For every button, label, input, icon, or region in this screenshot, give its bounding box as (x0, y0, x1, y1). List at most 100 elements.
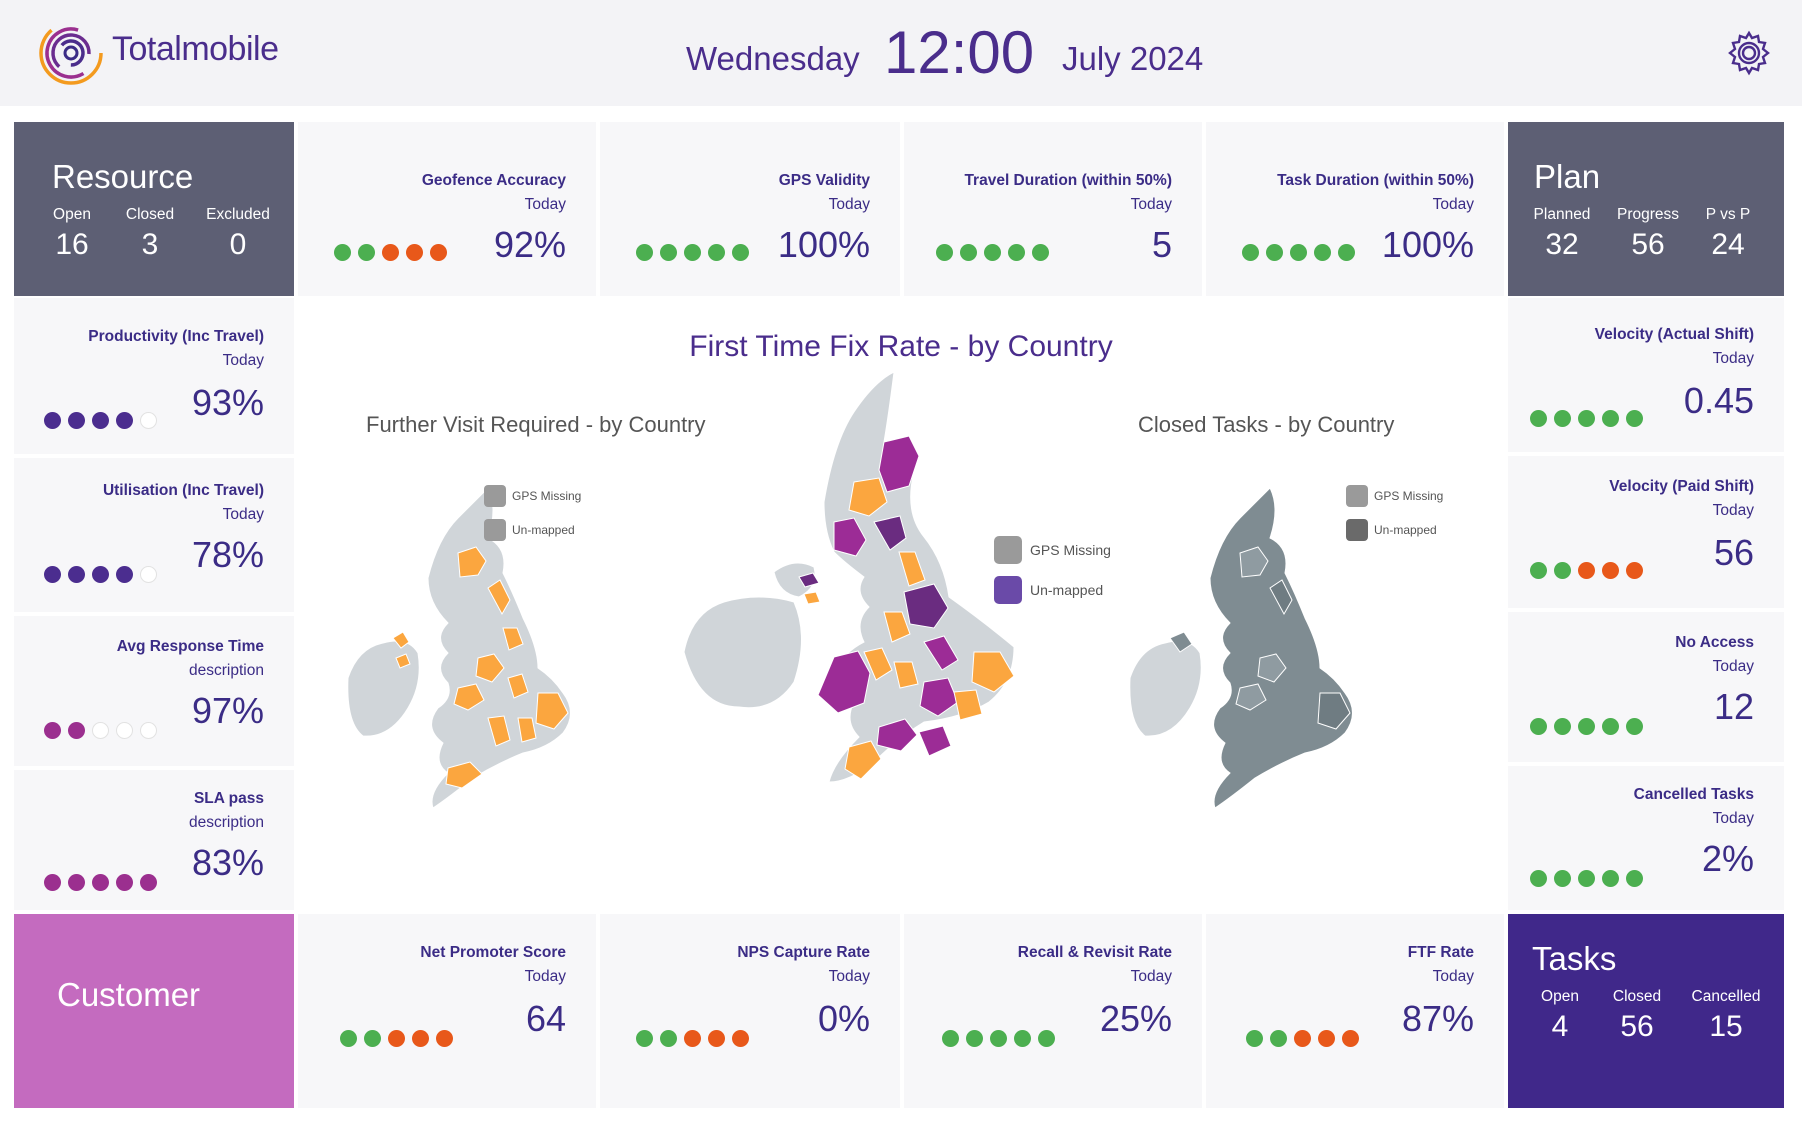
status-dot (1626, 562, 1643, 579)
kpi-status-dots (1530, 562, 1643, 579)
kpi-title: Velocity (Actual Shift) (1594, 326, 1754, 343)
tasks-closed-label: Closed (1612, 988, 1662, 1005)
unmapped-swatch (994, 576, 1022, 604)
status-dot (1578, 870, 1595, 887)
kpi-title: Travel Duration (within 50%) (964, 172, 1172, 189)
plan-pvsp: P vs P 24 (1688, 206, 1768, 262)
status-dot (1626, 870, 1643, 887)
kpi-title: Velocity (Paid Shift) (1609, 478, 1754, 495)
kpi-tile-gps-validity[interactable]: GPS Validity Today 100% (600, 122, 900, 296)
kpi-tile-nps-capture-rate[interactable]: NPS Capture Rate Today 0% (600, 914, 900, 1108)
status-dot (358, 244, 375, 261)
status-dot (684, 1030, 701, 1047)
status-dot (412, 1030, 429, 1047)
legend-gps-missing: GPS Missing (1346, 485, 1443, 507)
status-dot (1578, 562, 1595, 579)
kpi-tile-cancelled-tasks[interactable]: Cancelled Tasks Today 2% (1508, 766, 1784, 910)
kpi-tile-velocity-paid[interactable]: Velocity (Paid Shift) Today 56 (1508, 456, 1784, 608)
kpi-tile-productivity[interactable]: Productivity (Inc Travel) Today 93% (14, 298, 294, 454)
kpi-tile-sla-pass[interactable]: SLA pass description 83% (14, 770, 294, 910)
kpi-tile-travel-duration[interactable]: Travel Duration (within 50%) Today 5 (904, 122, 1202, 296)
plan-planned-label: Planned (1533, 206, 1591, 223)
legend-unmapped-label: Un-mapped (1374, 523, 1437, 537)
status-dot (708, 244, 725, 261)
status-dot (116, 566, 133, 583)
status-dot (732, 1030, 749, 1047)
plan-progress: Progress 56 (1608, 206, 1688, 262)
kpi-status-dots (1530, 870, 1643, 887)
legend-gps-missing: GPS Missing (994, 536, 1111, 564)
kpi-tile-ftf-rate[interactable]: FTF Rate Today 87% (1206, 914, 1504, 1108)
kpi-title: Avg Response Time (116, 638, 264, 655)
status-dot (732, 244, 749, 261)
status-dot (1554, 870, 1571, 887)
status-dot (1530, 410, 1547, 427)
kpi-value: 0.45 (1683, 380, 1754, 421)
kpi-status-dots (1530, 410, 1643, 427)
status-dot (92, 412, 109, 429)
resource-open-label: Open (53, 206, 91, 223)
kpi-value: 56 (1713, 532, 1754, 573)
brand-name: Totalmobile (112, 30, 279, 68)
kpi-tile-recall-revisit-rate[interactable]: Recall & Revisit Rate Today 25% (904, 914, 1202, 1108)
kpi-period: Today (1712, 658, 1754, 675)
kpi-tile-velocity-actual[interactable]: Velocity (Actual Shift) Today 0.45 (1508, 298, 1784, 452)
customer-title: Customer (57, 976, 201, 1013)
plan-pvsp-label: P vs P (1705, 206, 1751, 223)
status-dot (1602, 562, 1619, 579)
kpi-title: SLA pass (193, 790, 264, 807)
kpi-value: 12 (1713, 686, 1754, 727)
unmapped-swatch (1346, 519, 1368, 541)
kpi-status-dots (44, 874, 157, 891)
status-dot (1038, 1030, 1055, 1047)
status-dot (116, 874, 133, 891)
status-dot (1014, 1030, 1031, 1047)
plan-panel: Plan Planned 32 Progress 56 P vs P 24 (1508, 122, 1784, 296)
ftf-rate-map[interactable] (684, 362, 1034, 792)
kpi-period: Today (828, 196, 870, 213)
kpi-status-dots (1530, 718, 1643, 735)
status-dot (636, 1030, 653, 1047)
resource-closed: Closed 3 (110, 206, 190, 262)
current-date: July 2024 (1062, 40, 1204, 77)
status-dot (1246, 1030, 1263, 1047)
status-dot (1530, 718, 1547, 735)
tasks-cancelled-value: 15 (1709, 1010, 1743, 1043)
kpi-value: 87% (1401, 998, 1474, 1039)
status-dot (660, 1030, 677, 1047)
kpi-period: description (189, 814, 264, 831)
legend-unmapped-label: Un-mapped (512, 523, 575, 537)
kpi-period: Today (524, 196, 566, 213)
header-bar: Totalmobile Wednesday 12:00 July 2024 (0, 0, 1802, 106)
kpi-tile-avg-response-time[interactable]: Avg Response Time description 97% (14, 616, 294, 766)
status-dot (708, 1030, 725, 1047)
kpi-tile-no-access[interactable]: No Access Today 12 (1508, 612, 1784, 762)
settings-gear-icon[interactable] (1726, 30, 1772, 76)
tasks-open-value: 4 (1551, 1010, 1569, 1043)
further-visit-map[interactable] (338, 478, 608, 818)
kpi-value: 0% (817, 998, 870, 1039)
status-dot (1626, 410, 1643, 427)
tasks-open: Open 4 (1520, 988, 1600, 1044)
resource-title: Resource (52, 158, 194, 195)
closed-tasks-map[interactable] (1120, 478, 1390, 818)
kpi-tile-geofence-accuracy[interactable]: Geofence Accuracy Today 92% (298, 122, 596, 296)
kpi-value: 93% (191, 382, 264, 423)
kpi-title: Utilisation (Inc Travel) (102, 482, 264, 499)
status-dot (68, 412, 85, 429)
kpi-tile-task-duration[interactable]: Task Duration (within 50%) Today 100% (1206, 122, 1504, 296)
status-dot (1602, 410, 1619, 427)
kpi-tile-utilisation[interactable]: Utilisation (Inc Travel) Today 78% (14, 458, 294, 612)
tasks-cancelled: Cancelled 15 (1686, 988, 1766, 1044)
kpi-value: 97% (191, 690, 264, 731)
status-dot (116, 722, 133, 739)
status-dot (68, 566, 85, 583)
status-dot (44, 874, 61, 891)
status-dot (92, 722, 109, 739)
kpi-value: 78% (191, 534, 264, 575)
kpi-tile-net-promoter-score[interactable]: Net Promoter Score Today 64 (298, 914, 596, 1108)
status-dot (636, 244, 653, 261)
kpi-title: No Access (1675, 634, 1754, 651)
status-dot (1530, 870, 1547, 887)
kpi-status-dots (340, 1030, 453, 1047)
